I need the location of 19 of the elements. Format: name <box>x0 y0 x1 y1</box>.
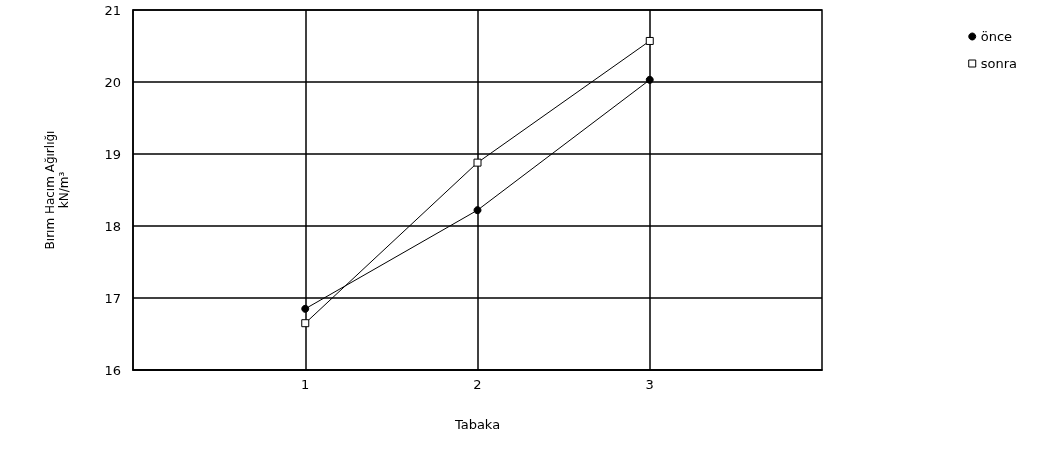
y-tick-label: 19 <box>104 146 121 162</box>
y-tick-label: 16 <box>104 362 121 378</box>
point <box>301 319 310 328</box>
x-tick-label: 2 <box>473 377 482 392</box>
point <box>473 158 482 167</box>
legend-label: önce <box>980 29 1013 44</box>
point <box>473 206 482 215</box>
x-tick-label: 1 <box>301 377 310 392</box>
y-tick-label: 21 <box>104 2 121 18</box>
point <box>645 36 654 45</box>
y-tick-label: 17 <box>104 290 121 306</box>
legend-label: sonra <box>980 56 1017 71</box>
x-tick-label: 3 <box>645 377 654 392</box>
point <box>645 75 654 84</box>
y-tick-label: 18 <box>104 218 121 234</box>
x-axis-title: Tabaka <box>453 417 501 432</box>
y-tick-label: 20 <box>104 74 121 90</box>
y-axis-title: Bırım Hacım Ağırlığı kN/m³ <box>43 130 71 250</box>
point <box>301 304 310 313</box>
